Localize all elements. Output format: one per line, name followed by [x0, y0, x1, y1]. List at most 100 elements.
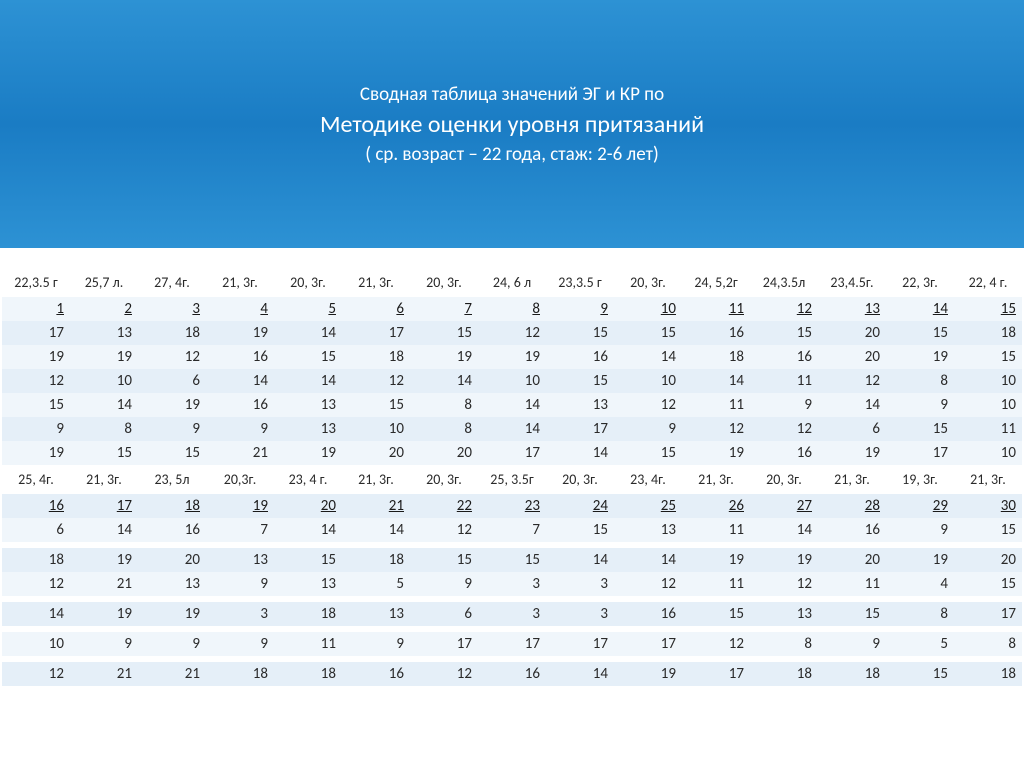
data-cell: 14 — [274, 321, 342, 345]
data-cell: 9 — [206, 572, 274, 596]
title-line-1: Сводная таблица значений ЭГ и КР по — [360, 83, 664, 106]
data-cell: 9 — [138, 632, 206, 656]
index-cell: 24 — [546, 494, 614, 518]
index-cell: 10 — [614, 297, 682, 321]
data-cell: 19 — [2, 441, 70, 465]
index-cell: 1 — [2, 297, 70, 321]
data-cell: 15 — [546, 518, 614, 542]
data-cell: 19 — [70, 345, 138, 369]
data-cell: 14 — [682, 369, 750, 393]
age-header-cell: 20,3г. — [206, 465, 274, 494]
age-header-cell: 23, 4 г. — [274, 465, 342, 494]
data-cell: 17 — [614, 632, 682, 656]
data-cell: 12 — [342, 369, 410, 393]
data-cell: 14 — [478, 393, 546, 417]
data-cell: 11 — [750, 369, 818, 393]
data-cell: 14 — [70, 393, 138, 417]
index-cell: 14 — [886, 297, 954, 321]
index-cell: 7 — [410, 297, 478, 321]
data-cell: 7 — [206, 518, 274, 542]
title-line-2: Методике оценки уровня притязаний — [320, 110, 704, 139]
index-cell: 8 — [478, 297, 546, 321]
data-cell: 11 — [274, 632, 342, 656]
age-header-cell: 21, 3г. — [682, 465, 750, 494]
data-cell: 15 — [954, 345, 1022, 369]
age-header-cell: 20, 3г. — [614, 268, 682, 297]
age-header-cell: 20, 3г. — [546, 465, 614, 494]
data-cell: 20 — [138, 548, 206, 572]
data-cell: 14 — [2, 602, 70, 626]
data-cell: 10 — [342, 417, 410, 441]
data-cell: 15 — [410, 548, 478, 572]
data-cell: 8 — [886, 602, 954, 626]
data-cell: 9 — [886, 518, 954, 542]
data-cell: 13 — [546, 393, 614, 417]
data-cell: 16 — [682, 321, 750, 345]
data-cell: 12 — [682, 632, 750, 656]
age-header-row: 25, 4г.21, 3г.23, 5л20,3г.23, 4 г.21, 3г… — [2, 465, 1022, 494]
data-cell: 12 — [138, 345, 206, 369]
data-row: 181920131518151514141919201920 — [2, 548, 1022, 572]
data-row: 122121181816121614191718181518 — [2, 662, 1022, 686]
index-cell: 21 — [342, 494, 410, 518]
data-cell: 19 — [2, 345, 70, 369]
data-cell: 10 — [954, 393, 1022, 417]
data-row: 1099911917171717128958 — [2, 632, 1022, 656]
data-cell: 6 — [138, 369, 206, 393]
data-cell: 20 — [410, 441, 478, 465]
data-cell: 18 — [954, 321, 1022, 345]
data-cell: 16 — [818, 518, 886, 542]
index-cell: 28 — [818, 494, 886, 518]
data-cell: 15 — [954, 518, 1022, 542]
index-cell: 18 — [138, 494, 206, 518]
data-cell: 11 — [682, 518, 750, 542]
data-cell: 15 — [818, 602, 886, 626]
data-cell: 18 — [206, 662, 274, 686]
data-cell: 16 — [342, 662, 410, 686]
index-cell: 6 — [342, 297, 410, 321]
data-cell: 3 — [206, 602, 274, 626]
index-cell: 15 — [954, 297, 1022, 321]
index-cell: 23 — [478, 494, 546, 518]
data-cell: 15 — [886, 417, 954, 441]
data-cell: 16 — [750, 345, 818, 369]
data-cell: 14 — [614, 345, 682, 369]
data-cell: 13 — [342, 602, 410, 626]
age-header-cell: 20, 3г. — [410, 465, 478, 494]
data-cell: 14 — [818, 393, 886, 417]
data-cell: 21 — [206, 441, 274, 465]
age-header-cell: 23,4.5г. — [818, 268, 886, 297]
index-cell: 17 — [70, 494, 138, 518]
index-cell: 2 — [70, 297, 138, 321]
data-cell: 6 — [2, 518, 70, 542]
data-cell: 19 — [410, 345, 478, 369]
data-cell: 12 — [2, 572, 70, 596]
data-cell: 14 — [546, 662, 614, 686]
data-cell: 18 — [342, 345, 410, 369]
data-cell: 14 — [70, 518, 138, 542]
index-row: 161718192021222324252627282930 — [2, 494, 1022, 518]
data-cell: 15 — [274, 345, 342, 369]
age-header-cell: 21, 3г. — [70, 465, 138, 494]
index-cell: 25 — [614, 494, 682, 518]
age-header-cell: 24, 5,2г — [682, 268, 750, 297]
data-cell: 18 — [954, 662, 1022, 686]
data-cell: 14 — [546, 548, 614, 572]
data-cell: 9 — [206, 417, 274, 441]
data-cell: 9 — [750, 393, 818, 417]
data-cell: 12 — [614, 572, 682, 596]
index-cell: 4 — [206, 297, 274, 321]
data-cell: 15 — [546, 369, 614, 393]
age-header-cell: 22, 3г. — [886, 268, 954, 297]
data-cell: 19 — [70, 602, 138, 626]
data-cell: 6 — [410, 602, 478, 626]
age-header-cell: 21, 3г. — [954, 465, 1022, 494]
age-header-cell: 27, 4г. — [138, 268, 206, 297]
index-cell: 3 — [138, 297, 206, 321]
data-cell: 9 — [410, 572, 478, 596]
data-cell: 15 — [954, 572, 1022, 596]
data-cell: 12 — [410, 518, 478, 542]
index-cell: 9 — [546, 297, 614, 321]
data-cell: 9 — [342, 632, 410, 656]
data-cell: 15 — [478, 548, 546, 572]
